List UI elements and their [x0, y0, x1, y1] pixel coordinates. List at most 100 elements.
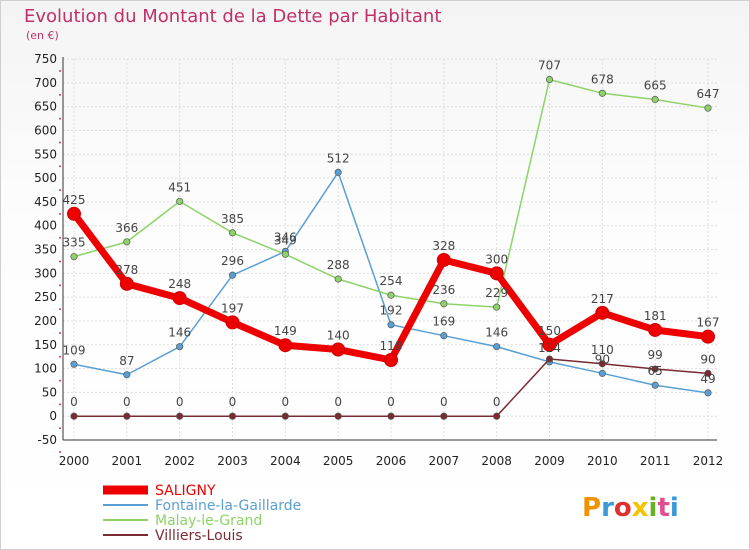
data-point [70, 412, 78, 420]
data-point [176, 343, 184, 351]
y-tick-label: 600 [34, 123, 57, 137]
data-point [172, 291, 187, 306]
legend: SALIGNYFontaine-la-GaillardeMalay-le-Gra… [103, 483, 301, 544]
x-tick-label: 2000 [59, 454, 90, 468]
data-point [598, 360, 606, 368]
y-tick-label: 700 [34, 76, 57, 90]
data-label: 118 [380, 339, 403, 353]
data-point [225, 315, 240, 330]
y-tick-label: 300 [34, 266, 57, 280]
data-label: 0 [387, 395, 395, 409]
minor-tick [59, 189, 61, 192]
data-point [387, 412, 395, 420]
y-tick-label: 500 [34, 171, 57, 185]
data-point [176, 197, 184, 205]
data-label: 49 [700, 372, 715, 386]
data-label: 0 [493, 395, 501, 409]
data-label: 0 [229, 395, 237, 409]
minor-tick [59, 379, 61, 382]
minor-tick [59, 70, 61, 72]
y-tick-label: 750 [34, 52, 57, 66]
data-labels: 425 278 248 197 149 140 118 328 300 150 217 181 167 1… [63, 58, 720, 409]
data-label: 385 [221, 212, 244, 226]
data-label: 300 [485, 252, 508, 266]
data-point [119, 276, 134, 291]
data-label: 0 [123, 395, 131, 409]
minor-tick [59, 331, 61, 334]
x-tick-label: 2005 [323, 454, 354, 468]
data-label: 0 [282, 395, 290, 409]
data-point [123, 238, 131, 246]
data-point [651, 381, 659, 389]
minor-tick [59, 308, 61, 311]
data-point [228, 271, 237, 279]
data-point [176, 412, 184, 420]
x-tick-label: 2011 [640, 454, 671, 468]
data-point [387, 321, 395, 329]
x-tick-label: 2007 [429, 454, 460, 468]
x-axis-ticks: 2000 2001 2002 2003 2004 2005 2006 2007 2008 2009… [59, 454, 724, 468]
legend-label: Malay-le-Grand [155, 513, 262, 529]
data-label: 0 [440, 395, 448, 409]
data-label: 451 [168, 180, 191, 194]
data-point [493, 343, 501, 351]
legend-label: Villiers-Louis [155, 528, 243, 544]
x-tick-label: 2012 [693, 454, 724, 468]
minor-tick [59, 141, 61, 144]
data-label: 197 [221, 301, 244, 315]
y-tick-label: 250 [34, 290, 57, 304]
data-point [440, 332, 448, 340]
data-point [70, 360, 78, 368]
series-group [67, 75, 715, 420]
grid [63, 58, 717, 441]
x-tick-label: 2009 [534, 454, 565, 468]
data-label: 110 [591, 343, 614, 357]
data-label: 0 [70, 395, 78, 409]
data-point [701, 329, 715, 344]
data-point [70, 253, 78, 261]
data-point [704, 389, 712, 397]
data-point [598, 89, 606, 97]
minor-tick [59, 284, 61, 287]
data-label: 236 [432, 283, 455, 297]
x-tick-label: 2004 [270, 454, 301, 468]
data-label: 366 [115, 221, 138, 235]
minor-tick [59, 427, 61, 430]
legend-label: SALIGNY [155, 483, 216, 499]
data-label: 707 [538, 58, 561, 72]
data-label: 425 [63, 193, 86, 207]
data-point [545, 355, 554, 363]
data-point [123, 371, 131, 379]
data-label: 146 [485, 326, 508, 340]
data-label: 87 [119, 354, 134, 368]
data-label: 248 [168, 277, 191, 291]
data-label: 346 [274, 230, 297, 244]
data-point [545, 75, 554, 84]
minor-tick [59, 451, 61, 453]
data-point [595, 305, 610, 320]
data-label: 65 [648, 364, 663, 378]
x-tick-label: 2003 [217, 454, 248, 468]
data-point [489, 266, 504, 281]
y-tick-label: 450 [34, 195, 57, 209]
data-label: 278 [115, 263, 138, 277]
data-label: 140 [327, 329, 350, 343]
data-label: 288 [327, 258, 350, 272]
data-point [334, 168, 342, 176]
data-label: 349 [274, 233, 297, 247]
data-label: 146 [168, 326, 191, 340]
data-point [493, 412, 501, 420]
y-tick-label: 200 [34, 314, 57, 328]
data-label: 0 [176, 395, 184, 409]
y-tick-label: 350 [34, 243, 57, 257]
data-point [387, 291, 395, 299]
data-label: 665 [644, 78, 667, 92]
data-label: 254 [380, 274, 403, 288]
chart-subtitle: (en €) [26, 29, 59, 42]
minor-tick [59, 403, 61, 406]
data-point [648, 322, 663, 337]
data-label: 167 [697, 316, 720, 330]
minor-tick [59, 355, 61, 358]
data-label: 335 [63, 236, 86, 250]
